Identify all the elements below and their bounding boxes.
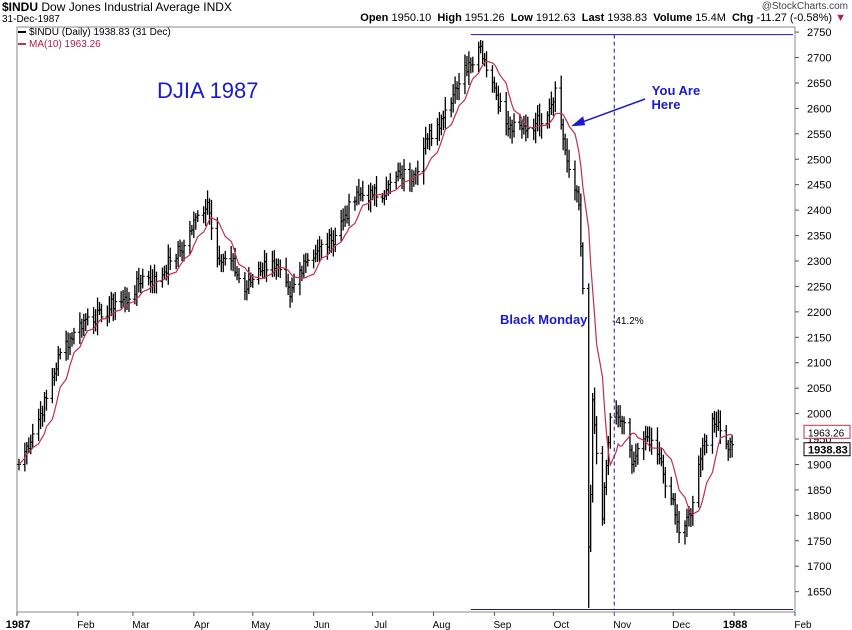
high-value: 1951.26	[464, 12, 505, 24]
chg-down-icon: ▼	[835, 12, 846, 24]
chart-date: 31-Dec-1987	[2, 14, 60, 25]
you-are-here-arrow	[578, 98, 646, 124]
x-tick-label: Jul	[374, 620, 387, 630]
black-monday-label: Black Monday	[500, 312, 588, 327]
price-value-tag-box	[803, 442, 851, 457]
exchange: INDX	[203, 0, 232, 14]
x-tick-label: Mar	[132, 620, 150, 630]
y-tick-label: 2500	[807, 154, 831, 166]
y-tick-label: 2650	[807, 78, 831, 90]
ma-value-tag-box	[803, 424, 851, 439]
y-tick-label: 2600	[807, 103, 831, 115]
x-tick-label: Dec	[672, 620, 690, 630]
x-tick-label: Feb	[794, 620, 812, 630]
you-are-here-label-line2: Here	[652, 97, 681, 112]
x-tick-label: Feb	[77, 620, 95, 630]
y-tick-label: 1750	[807, 536, 831, 548]
ma-value-tag: 1963.26	[808, 428, 845, 439]
legend-price: $INDU (Daily) 1938.83 (31 Dec)	[18, 27, 171, 38]
ma-line	[18, 60, 733, 515]
ohlc-readout: Open 1950.10 High 1951.26 Low 1912.63 La…	[360, 12, 846, 24]
legend-ma-label: MA(10) 1963.26	[29, 39, 101, 50]
y-tick-label: 2400	[807, 205, 831, 217]
x-tick-label: Aug	[433, 620, 451, 630]
decline-label: -41.2%	[612, 316, 644, 327]
plot-frame	[16, 26, 796, 613]
legend-price-label: $INDU (Daily) 1938.83 (31 Dec)	[29, 27, 171, 38]
open-label: Open	[360, 12, 389, 24]
you-are-here-label-line1: You Are	[652, 83, 700, 98]
y-tick-label: 2050	[807, 383, 831, 395]
last-label: Last	[581, 12, 605, 24]
security-name: Dow Jones Industrial Average	[41, 0, 200, 14]
y-tick-label: 2350	[807, 231, 831, 243]
legend-ma-swatch	[18, 43, 26, 46]
y-tick-label: 1800	[807, 510, 831, 522]
x-tick-label: May	[251, 620, 270, 630]
low-label: Low	[510, 12, 533, 24]
x-tick-label: Nov	[613, 620, 631, 630]
volume-label: Volume	[653, 12, 693, 24]
y-tick-label: 2300	[807, 256, 831, 268]
price-value-tag: 1938.83	[808, 445, 848, 457]
legend-ma: MA(10) 1963.26	[18, 39, 101, 50]
legend-price-swatch	[18, 31, 26, 34]
low-value: 1912.63	[535, 12, 576, 24]
x-tick-label: Apr	[194, 620, 210, 630]
chg-value: -11.27 (-0.58%)	[756, 12, 833, 24]
x-tick-label: 1988	[723, 619, 747, 630]
y-tick-label: 1700	[807, 561, 831, 573]
volume-value: 15.4M	[695, 12, 726, 24]
y-tick-label: 2700	[807, 53, 831, 65]
y-tick-label: 2750	[807, 27, 831, 39]
x-tick-label: Jun	[314, 620, 330, 630]
y-tick-label: 2000	[807, 409, 831, 421]
y-tick-label: 2100	[807, 358, 831, 370]
chart-header: $INDU Dow Jones Industrial Average INDX	[2, 0, 232, 14]
x-tick-label: Sep	[494, 620, 512, 630]
x-tick-label: 1987	[6, 619, 30, 630]
high-label: High	[437, 12, 462, 24]
y-tick-label: 2150	[807, 332, 831, 344]
y-tick-label: 2450	[807, 180, 831, 192]
open-value: 1950.10	[391, 12, 432, 24]
x-tick-label: Oct	[554, 620, 570, 630]
credit: @StockCharts.com	[761, 1, 848, 12]
y-tick-label: 1850	[807, 485, 831, 497]
y-tick-label: 2550	[807, 129, 831, 141]
y-tick-label: 1900	[807, 459, 831, 471]
chart-title: DJIA 1987	[157, 78, 259, 103]
y-tick-label: 2250	[807, 281, 831, 293]
y-tick-label: 2200	[807, 307, 831, 319]
symbol: $INDU	[2, 0, 39, 14]
last-value: 1938.83	[607, 12, 648, 24]
you-are-here-arrowhead	[571, 116, 586, 127]
chg-label: Chg	[731, 12, 754, 24]
y-tick-label: 1650	[807, 587, 831, 599]
